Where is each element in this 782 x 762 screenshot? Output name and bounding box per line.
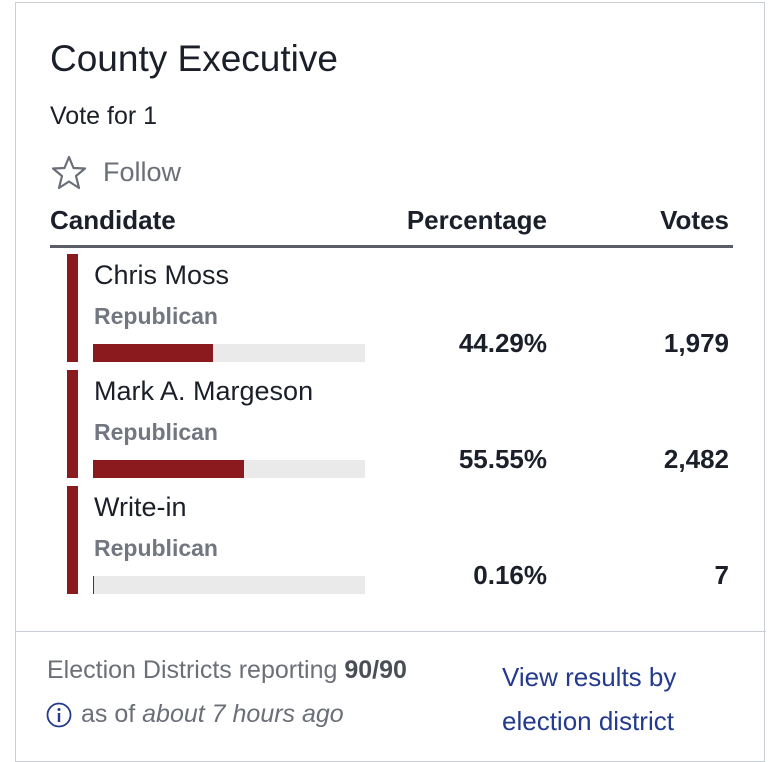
party-stripe xyxy=(67,254,78,362)
candidate-name: Chris Moss xyxy=(94,260,229,291)
percentage: 0.16% xyxy=(473,560,547,591)
candidate-party: Republican xyxy=(94,419,218,446)
as-of-value: about 7 hours ago xyxy=(142,700,344,728)
star-icon[interactable] xyxy=(50,155,88,191)
reporting-label: Election Districts reporting xyxy=(47,656,337,684)
header-rule xyxy=(50,245,733,248)
subtitle: Vote for 1 xyxy=(50,102,157,131)
candidate-name: Mark A. Margeson xyxy=(94,376,313,407)
votes: 7 xyxy=(715,560,729,591)
candidate-party: Republican xyxy=(94,303,218,330)
as-of: as of about 7 hours ago xyxy=(81,700,344,729)
footer-separator xyxy=(15,631,766,632)
column-header: Percentage xyxy=(407,205,547,236)
bar-track xyxy=(93,344,365,362)
column-header: Candidate xyxy=(50,205,176,236)
follow-button[interactable]: Follow xyxy=(103,157,181,188)
percentage: 55.55% xyxy=(459,444,547,475)
percentage: 44.29% xyxy=(459,328,547,359)
reporting-value: 90/90 xyxy=(344,656,407,684)
column-header: Votes xyxy=(660,205,729,236)
candidate-party: Republican xyxy=(94,535,218,562)
results-link[interactable]: View results by election district xyxy=(502,655,742,743)
info-icon[interactable] xyxy=(46,702,72,728)
percentage-bar xyxy=(93,344,213,362)
party-stripe xyxy=(67,370,78,478)
votes: 1,979 xyxy=(664,328,729,359)
as-of-label: as of xyxy=(81,700,135,728)
candidate-name: Write-in xyxy=(94,492,187,523)
reporting: Election Districts reporting 90/90 xyxy=(47,656,407,685)
bar-track xyxy=(93,460,365,478)
title: County Executive xyxy=(50,38,338,80)
bar-track xyxy=(93,576,365,594)
party-stripe xyxy=(67,486,78,594)
percentage-bar xyxy=(93,460,244,478)
votes: 2,482 xyxy=(664,444,729,475)
